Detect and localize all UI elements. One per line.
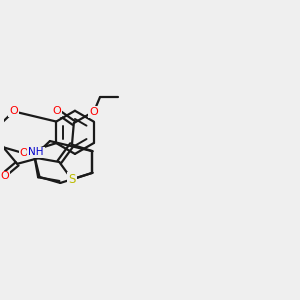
Text: S: S [68, 173, 76, 186]
Text: NH: NH [28, 147, 44, 158]
Text: O: O [9, 106, 18, 116]
Text: O: O [89, 107, 98, 117]
Text: O: O [1, 171, 10, 182]
Text: O: O [52, 106, 61, 116]
Text: O: O [20, 148, 28, 158]
